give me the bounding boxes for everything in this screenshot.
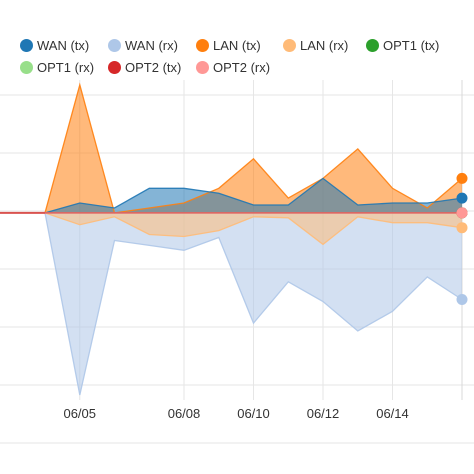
x-tick-label: 06/14 [376, 406, 409, 421]
x-tick-label: 06/12 [307, 406, 340, 421]
x-axis-ticks: 06/05 06/08 06/10 06/12 06/14 [63, 406, 408, 421]
legend-label: WAN (rx) [125, 37, 178, 53]
legend-swatch-icon [196, 60, 209, 74]
line-lan-rx [44, 212, 463, 246]
legend-item-wan-rx[interactable]: WAN (rx) [108, 35, 178, 55]
legend-item-opt1-tx[interactable]: OPT1 (tx) [366, 35, 439, 55]
end-dot-wan-rx [456, 294, 468, 305]
legend-swatch-icon [283, 38, 296, 52]
area-lan-rx [45, 212, 462, 245]
series-end-markers [456, 172, 468, 305]
legend-swatch-icon [366, 38, 379, 52]
x-tick-label: 06/05 [63, 406, 96, 421]
legend-item-opt1-rx[interactable]: OPT1 (rx) [20, 57, 94, 77]
x-tick-label: 06/10 [237, 406, 270, 421]
legend-label: LAN (rx) [300, 37, 349, 53]
area-lan-tx [45, 84, 462, 213]
legend-label: OPT1 (tx) [383, 37, 440, 53]
legend-label: LAN (tx) [213, 37, 261, 53]
legend-label: OPT2 (tx) [125, 59, 182, 75]
legend-item-wan-tx[interactable]: WAN (tx) [20, 35, 89, 55]
legend-label: OPT1 (rx) [37, 59, 95, 75]
end-dot-lan-rx [456, 222, 468, 234]
line-wan-rx [44, 212, 463, 396]
legend-item-opt2-rx[interactable]: OPT2 (rx) [196, 57, 270, 77]
area-wan-tx [45, 178, 462, 213]
end-dot-wan-tx [456, 192, 468, 204]
legend-item-lan-rx[interactable]: LAN (rx) [283, 35, 348, 55]
legend-label: WAN (tx) [37, 37, 90, 53]
area-wan-rx [45, 212, 462, 395]
legend-swatch-icon [20, 60, 33, 74]
legend-label: OPT2 (rx) [213, 59, 271, 75]
line-wan-tx [44, 177, 463, 214]
legend-swatch-icon [108, 38, 121, 52]
x-tick-label: 06/08 [168, 406, 201, 421]
legend-swatch-icon [196, 38, 209, 52]
end-dot-lan-tx [456, 172, 468, 184]
legend-item-opt2-tx[interactable]: OPT2 (tx) [108, 57, 181, 77]
end-dot-opt2-rx [456, 207, 468, 219]
legend-item-lan-tx[interactable]: LAN (tx) [196, 35, 261, 55]
legend-swatch-icon [20, 38, 33, 52]
legend-swatch-icon [108, 60, 121, 74]
